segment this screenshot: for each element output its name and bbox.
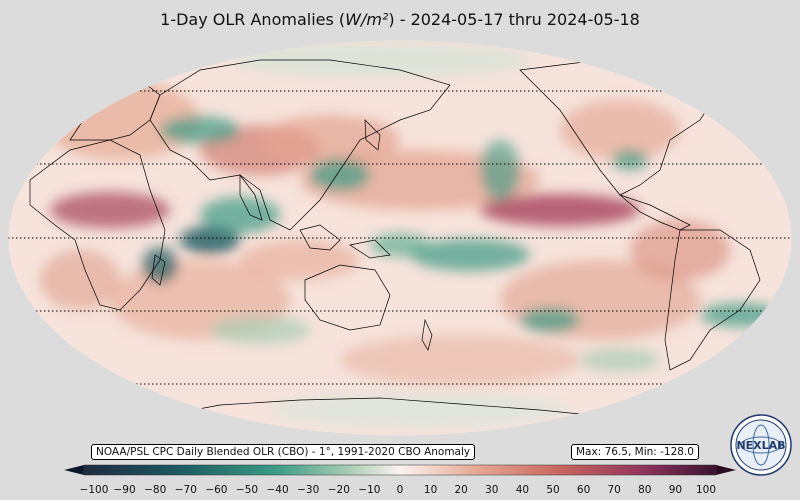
maritime-continent-outline	[299, 224, 341, 251]
svg-text:NEXLAB: NEXLAB	[736, 439, 785, 452]
new-zealand-outline	[421, 318, 433, 351]
colorbar-tick-label: 20	[454, 484, 468, 496]
colorbar-tick-label: 10	[423, 484, 438, 496]
colorbar-tick-label: −50	[235, 484, 259, 496]
colorbar-tick-label: −20	[327, 484, 350, 496]
colorbar-tick-labels: −100 −90 −80 −70 −60 −50 −40 −30 −20 −10 0 10 20 30 40…	[0, 484, 800, 498]
stats-label: Max: 76.5, Min: -128.0	[571, 444, 699, 460]
madagascar-outline	[151, 254, 166, 286]
colorbar-tick-label: 80	[638, 484, 652, 496]
asia-outline	[149, 59, 451, 231]
india-outline	[239, 173, 263, 221]
colorbar-min-extend	[64, 465, 84, 475]
africa-outline	[29, 139, 166, 311]
colorbar-max-extend	[716, 465, 736, 475]
central-america-outline	[619, 194, 691, 231]
nexlab-logo[interactable]: NEXLAB	[730, 414, 792, 476]
antarctica-outline	[139, 397, 621, 421]
colorbar-tick-label: 0	[396, 484, 404, 496]
south-america-outline	[664, 229, 761, 371]
colorbar-tick-label: 100	[695, 484, 717, 496]
colorbar-tick-label: −30	[297, 484, 320, 496]
colorbar-tick-label: 70	[607, 484, 621, 496]
australia-outline	[304, 264, 391, 331]
anomaly-field	[40, 42, 780, 428]
colorbar-tick-label: −80	[144, 484, 167, 496]
colorbar-tick-label: −40	[266, 484, 289, 496]
colorbar	[64, 464, 736, 476]
page-title: 1-Day OLR Anomalies (W/m²) - 2024-05-17 …	[160, 10, 640, 29]
colorbar-tick-label: −90	[113, 484, 136, 496]
colorbar-tick-label: −60	[205, 484, 228, 496]
japan-outline	[364, 119, 381, 151]
colorbar-tick-label: 30	[485, 484, 499, 496]
colorbar-tick-label: −70	[174, 484, 197, 496]
colorbar-tick-label: 90	[668, 484, 683, 496]
colorbar-gradient	[84, 465, 716, 475]
colorbar-tick-label: 50	[546, 484, 560, 496]
colorbar-tick-label: −10	[358, 484, 381, 496]
source-label: NOAA/PSL CPC Daily Blended OLR (CBO) - 1…	[91, 444, 476, 460]
colorbar-tick-label: 60	[576, 484, 591, 496]
globe-border	[7, 39, 793, 437]
globe	[7, 39, 793, 437]
colorbar-tick-label: 40	[515, 484, 530, 496]
colorbar-tick-label: −100	[79, 484, 109, 496]
